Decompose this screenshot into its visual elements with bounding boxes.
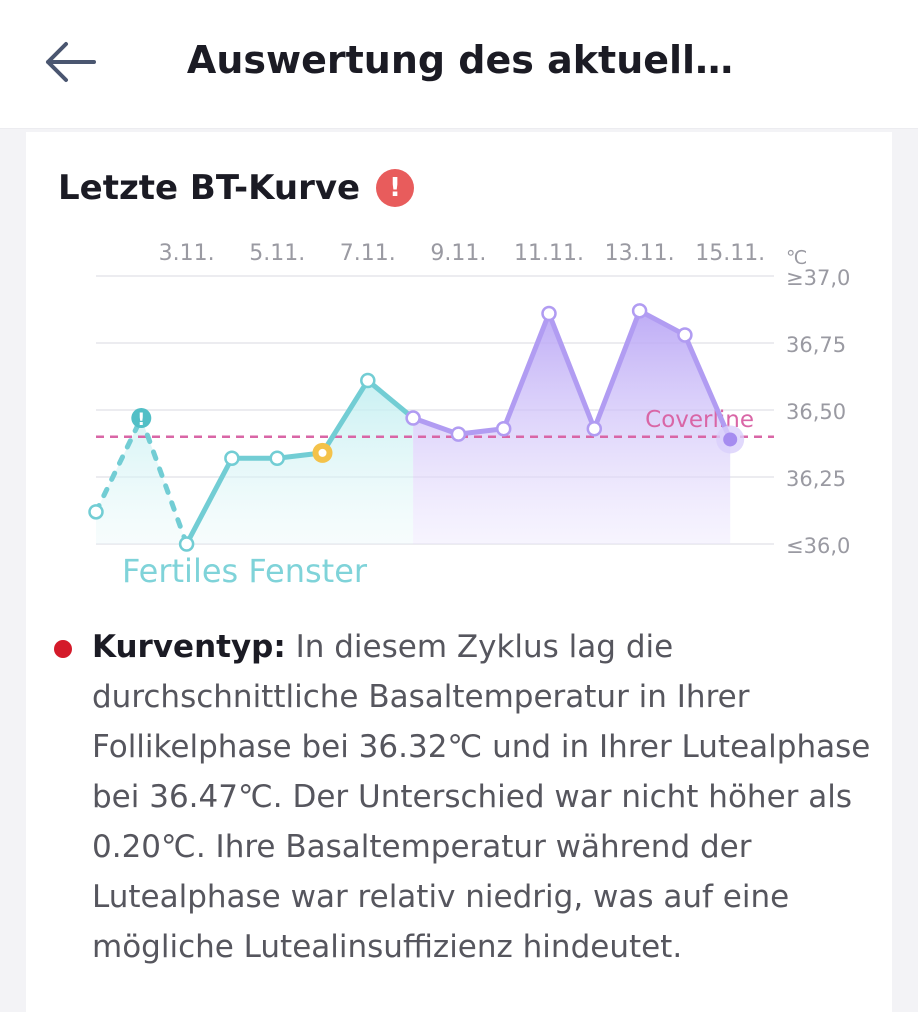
flower-marker-center bbox=[318, 448, 327, 457]
y-tick-label: ≤36,0 bbox=[786, 534, 850, 558]
back-button[interactable] bbox=[38, 30, 102, 94]
data-point bbox=[178, 536, 195, 552]
series-line-dashed bbox=[138, 415, 190, 547]
x-tick-label: 13.11. bbox=[605, 241, 675, 266]
series-line-luteal bbox=[591, 308, 643, 432]
data-point bbox=[677, 327, 693, 343]
exclamation-circle-icon[interactable]: ! bbox=[376, 169, 415, 207]
x-tick-label: 9.11. bbox=[430, 241, 486, 266]
app-header: Auswertung des aktuell… bbox=[0, 0, 918, 129]
luteal-area bbox=[413, 310, 731, 544]
data-point bbox=[450, 426, 467, 442]
data-point bbox=[88, 504, 104, 520]
series-line-luteal bbox=[637, 308, 688, 338]
data-point bbox=[495, 421, 512, 437]
y-tick-label: ≥37,0 bbox=[786, 266, 850, 290]
series-line-luteal bbox=[682, 332, 733, 442]
data-point bbox=[269, 450, 285, 466]
x-tick-label: 15.11. bbox=[695, 241, 765, 266]
bt-chart[interactable]: ≥37,0 36,75 36,50 36,25 ≤36,0 ℃ 3.11. 5.11. 7.11… bbox=[26, 132, 892, 602]
curve-type-description: Kurventyp: In diesem Zyklus lag die durc… bbox=[54, 622, 872, 972]
data-point bbox=[631, 303, 648, 319]
x-tick-label: 11.11. bbox=[514, 241, 584, 266]
series-line-follicular bbox=[320, 378, 371, 456]
x-tick-label: 7.11. bbox=[340, 241, 396, 266]
series-line-luteal bbox=[410, 415, 461, 437]
page-title: Auswertung des aktuell… bbox=[186, 38, 734, 82]
series-line-luteal bbox=[501, 311, 552, 432]
series-line-luteal bbox=[546, 311, 597, 432]
fertile-window-label: Fertiles Fenster bbox=[122, 552, 368, 590]
data-point bbox=[405, 410, 421, 426]
y-tick-label: 36,25 bbox=[786, 467, 846, 491]
x-tick-label: 3.11. bbox=[159, 241, 215, 266]
bt-curve-card: Letzte BT-Kurve ! ≥37,0 36,75 36,50 36,25 ≤3… bbox=[26, 132, 892, 1012]
series-line-follicular bbox=[184, 455, 235, 547]
alert-marker-glyph: ! bbox=[137, 410, 145, 430]
section-title-text: Letzte BT-Kurve bbox=[58, 168, 361, 208]
curve-type-text: In diesem Zyklus lag die durchschnittlic… bbox=[92, 629, 871, 965]
section-title: Letzte BT-Kurve ! bbox=[58, 168, 415, 208]
y-tick-label: 36,50 bbox=[786, 400, 846, 424]
bt-chart-svg: ≥37,0 36,75 36,50 36,25 ≤36,0 ℃ 3.11. 5.11. 7.11… bbox=[88, 241, 850, 590]
alert-marker bbox=[131, 408, 152, 429]
data-point bbox=[723, 432, 738, 447]
y-tick-label: 36,75 bbox=[786, 333, 846, 357]
y-unit-label: ℃ bbox=[786, 247, 807, 269]
arrow-left-icon bbox=[46, 42, 96, 82]
data-point bbox=[360, 372, 376, 389]
bullet-dot bbox=[54, 640, 72, 658]
follicular-area bbox=[96, 380, 414, 544]
x-tick-label: 5.11. bbox=[249, 241, 305, 266]
data-point bbox=[541, 305, 557, 322]
series-line-dashed bbox=[93, 415, 144, 515]
data-point bbox=[586, 421, 603, 437]
curve-type-label: Kurventyp: bbox=[92, 629, 286, 665]
data-point bbox=[224, 450, 240, 466]
series-line-follicular bbox=[365, 378, 416, 421]
